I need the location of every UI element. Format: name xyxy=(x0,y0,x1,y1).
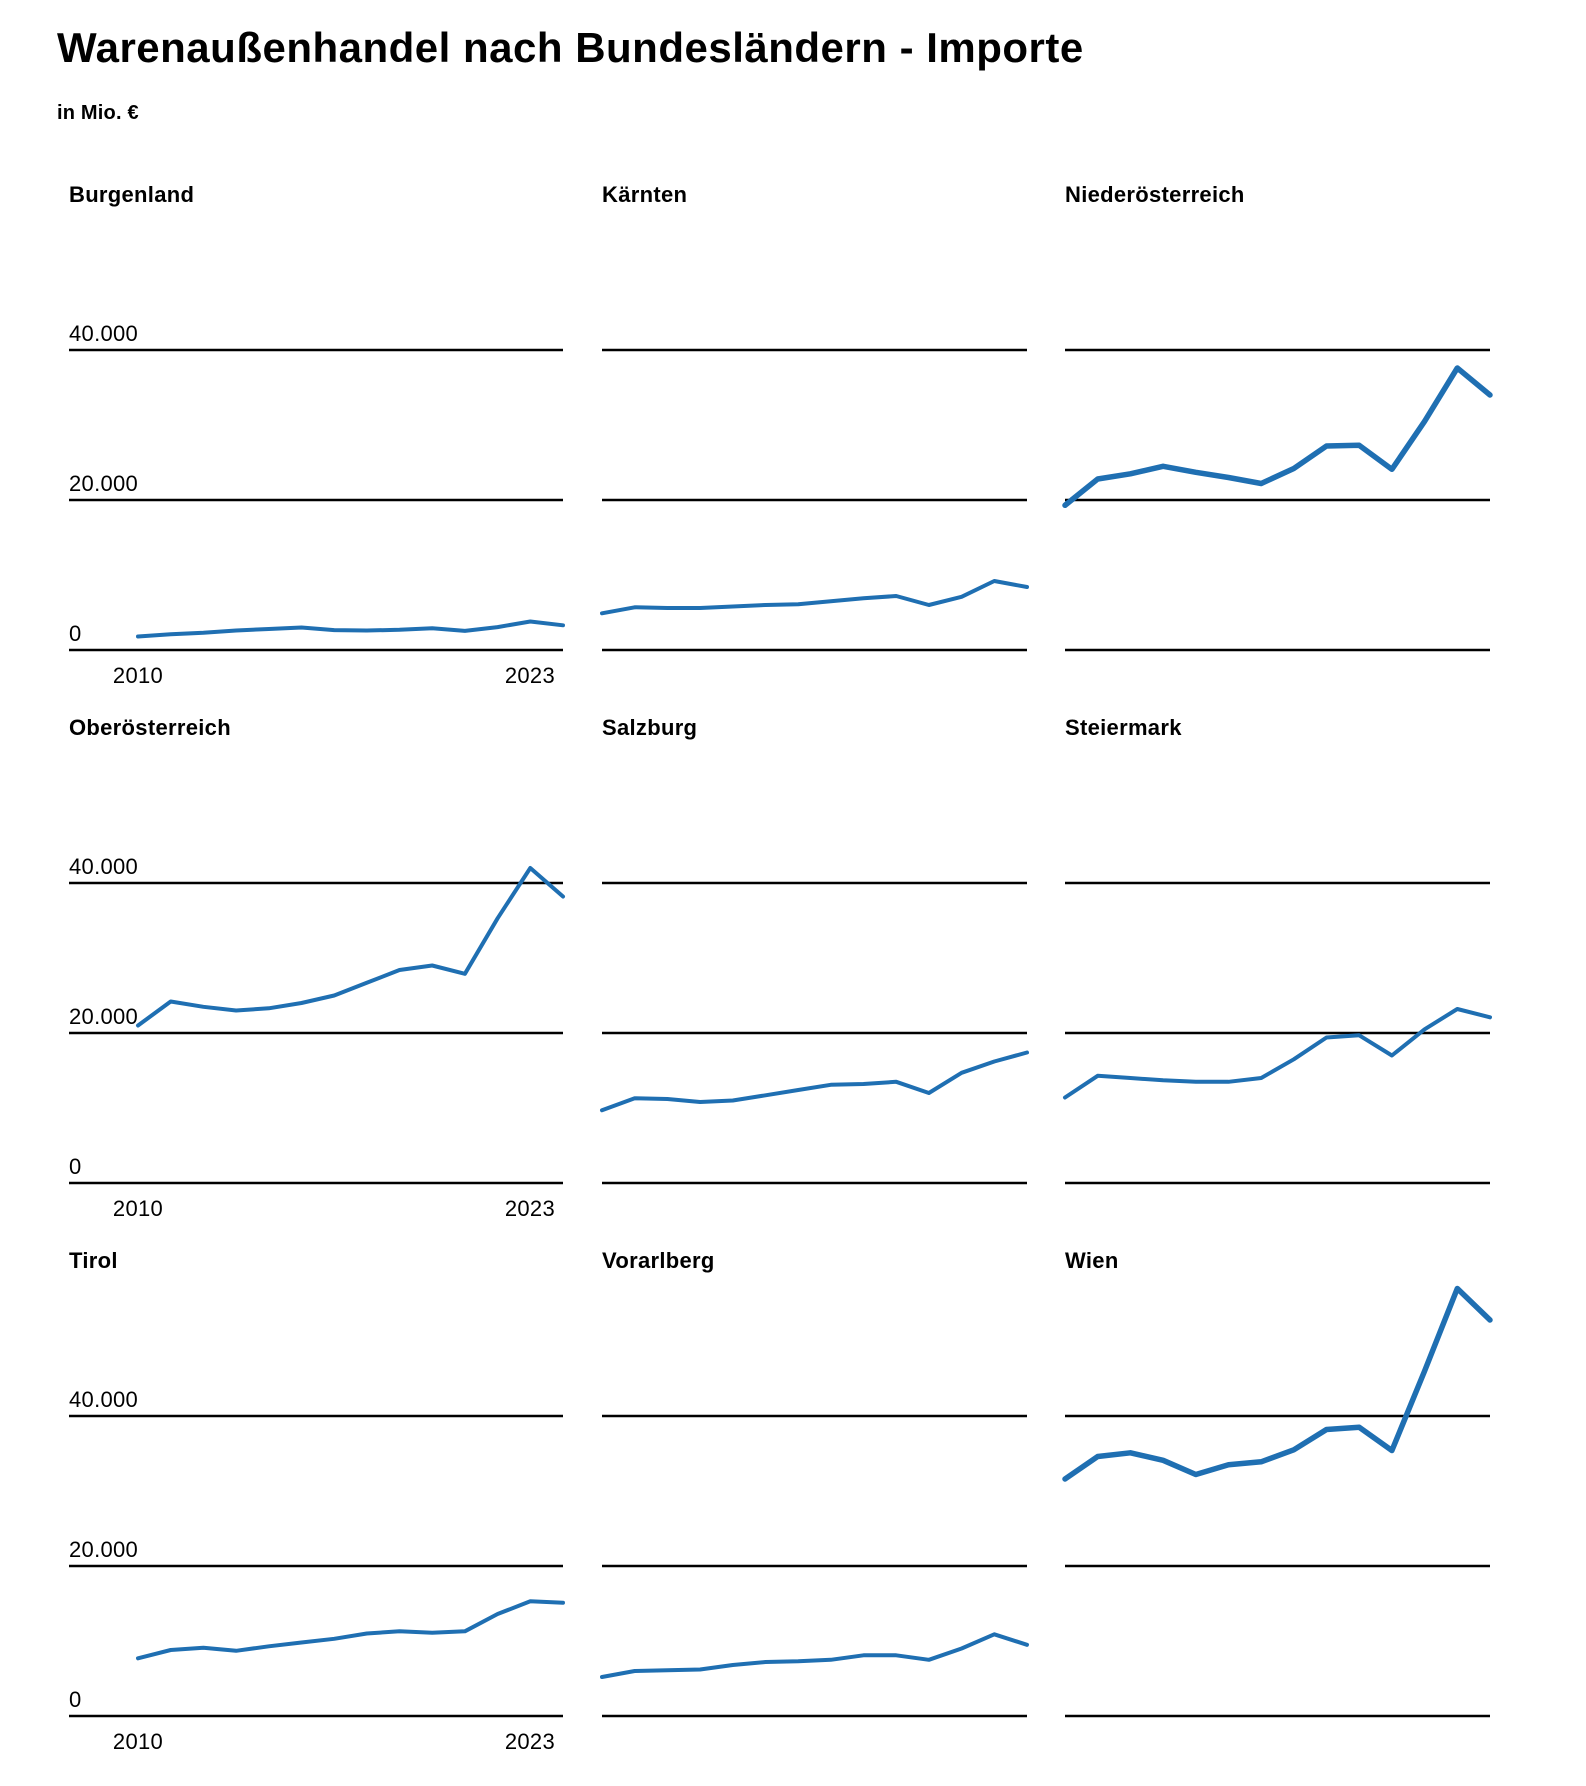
chart-vorarlberg xyxy=(600,1414,1029,1718)
chart-burgenland xyxy=(69,348,565,652)
line-tirol xyxy=(136,1599,565,1661)
panel-niederoesterreich: Niederösterreich xyxy=(1062,182,1493,715)
y-tick-label: 20.000 xyxy=(69,1537,139,1562)
panel-title-niederoesterreich: Niederösterreich xyxy=(1065,182,1245,207)
panel-wien: Wien xyxy=(1062,1248,1493,1781)
panel-title-kaernten: Kärnten xyxy=(602,182,688,207)
chart-wien xyxy=(1062,1285,1493,1718)
x-tick-label-first: 2010 xyxy=(112,1196,164,1221)
panel-title-wien: Wien xyxy=(1065,1248,1119,1273)
line-kaernten xyxy=(600,579,1029,616)
panel-title-salzburg: Salzburg xyxy=(602,715,698,740)
line-wien xyxy=(1062,1285,1493,1482)
chart-kaernten xyxy=(600,348,1029,652)
y-tick-label: 40.000 xyxy=(69,854,139,879)
panel-oberoesterreich: Oberösterreich 40.000 20.000 0 2010 2023 xyxy=(69,715,565,1248)
chart-steiermark xyxy=(1063,881,1492,1185)
y-tick-label: 40.000 xyxy=(69,321,139,346)
panel-title-oberoesterreich: Oberösterreich xyxy=(69,715,231,740)
panel-burgenland: Burgenland 40.000 20.000 0 2010 2023 xyxy=(69,182,565,715)
panel-steiermark: Steiermark xyxy=(1063,715,1492,1248)
x-tick-label-first: 2010 xyxy=(112,1729,164,1754)
panel-tirol: Tirol 40.000 20.000 0 2010 2023 xyxy=(69,1248,565,1781)
y-tick-label: 0 xyxy=(69,621,82,646)
y-tick-label: 0 xyxy=(69,1687,82,1712)
panel-title-steiermark: Steiermark xyxy=(1065,715,1182,740)
line-niederoesterreich xyxy=(1062,365,1493,509)
line-oberoesterreich xyxy=(136,866,565,1028)
y-tick-label: 20.000 xyxy=(69,471,139,496)
x-tick-label-last: 2023 xyxy=(504,663,555,688)
y-tick-label: 0 xyxy=(69,1154,82,1179)
page-title: Warenaußenhandel nach Bundesländern - Im… xyxy=(57,24,1084,71)
panel-title-vorarlberg: Vorarlberg xyxy=(602,1248,715,1273)
x-tick-label-last: 2023 xyxy=(504,1729,555,1754)
line-burgenland xyxy=(136,619,565,639)
panel-kaernten: Kärnten xyxy=(600,182,1029,715)
panel-vorarlberg: Vorarlberg xyxy=(600,1248,1029,1781)
panel-title-tirol: Tirol xyxy=(69,1248,118,1273)
panel-salzburg: Salzburg xyxy=(600,715,1029,1248)
line-salzburg xyxy=(600,1050,1029,1113)
page-subtitle: in Mio. € xyxy=(57,102,139,124)
panel-title-burgenland: Burgenland xyxy=(69,182,195,207)
chart-niederoesterreich xyxy=(1062,348,1493,652)
chart-salzburg xyxy=(600,881,1029,1185)
chart-tirol xyxy=(69,1414,565,1718)
x-tick-label-last: 2023 xyxy=(504,1196,555,1221)
y-tick-label: 40.000 xyxy=(69,1387,139,1412)
y-tick-label: 20.000 xyxy=(69,1004,139,1029)
line-vorarlberg xyxy=(600,1632,1029,1679)
x-tick-label-first: 2010 xyxy=(112,663,164,688)
chart-oberoesterreich xyxy=(69,866,565,1185)
line-steiermark xyxy=(1063,1007,1492,1100)
